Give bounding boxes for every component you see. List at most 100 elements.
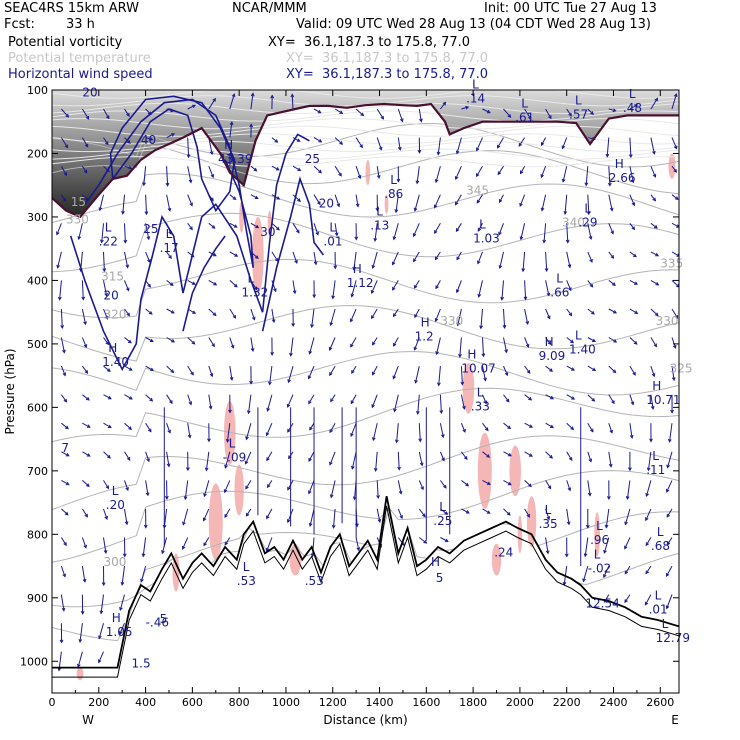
extremum-value: .61: [515, 111, 534, 125]
wind-speed-contour: [182, 235, 226, 332]
wind-vector-head: [140, 578, 144, 583]
wind-vector: [461, 480, 469, 487]
wind-vector-head: [504, 349, 508, 354]
wind-vector: [671, 251, 679, 257]
wind-vector: [608, 365, 616, 373]
wind-vector: [266, 422, 273, 436]
extremum-value: -.09: [223, 450, 246, 464]
wind-vector-head: [148, 311, 153, 315]
wind-vector-head: [398, 146, 402, 151]
wind-vector-head: [609, 429, 613, 434]
wind-vector: [224, 508, 231, 518]
wind-vector-head: [309, 426, 313, 431]
wind-vector: [182, 508, 189, 525]
wind-vector-head: [564, 553, 569, 558]
wind-vector-head: [107, 424, 112, 428]
wind-vector-head: [57, 296, 62, 301]
wind-vector: [124, 480, 129, 491]
extremum-value: 1.12: [347, 276, 374, 290]
wind-vector-head: [611, 400, 615, 405]
wind-vector: [266, 537, 273, 552]
wind-vector-head: [330, 398, 334, 403]
wind-vector-head: [644, 601, 649, 606]
wind-vector: [503, 451, 512, 457]
wind-vector: [121, 566, 125, 585]
wind-vector-head: [568, 112, 572, 117]
wind-vector-head: [496, 144, 501, 149]
extremum-value: 1.40: [569, 342, 596, 356]
theta-contour-strat: [52, 90, 679, 99]
wind-vector-head: [456, 256, 460, 261]
wind-vector: [287, 394, 294, 408]
wind-vector-head: [105, 141, 109, 146]
wind-vector: [329, 422, 336, 433]
wind-vector: [434, 251, 441, 260]
wind-vector: [142, 537, 147, 557]
wind-vector-head: [128, 165, 133, 170]
wind-vector-head: [339, 110, 344, 114]
wind-vector-head: [331, 295, 335, 300]
wind-vector-head: [188, 401, 193, 406]
wind-vector-head: [291, 323, 296, 328]
wind-vector: [334, 137, 343, 145]
wind-vector-head: [287, 379, 291, 384]
wind-vector-head: [592, 367, 597, 372]
pv-positive-patch: [668, 153, 676, 179]
axes-layer: 0 200 400 600 800 1000 1200 1400 1600 1800 2000 220…: [3, 84, 679, 727]
wind-vector: [229, 94, 235, 110]
wind-vector: [518, 137, 526, 147]
extremum-value: 2.66: [609, 171, 636, 185]
wind-vector: [166, 308, 175, 314]
wind-contour-label: 20: [82, 85, 97, 99]
wind-vector-head: [254, 255, 259, 260]
wind-vector: [205, 451, 210, 471]
wind-vector: [545, 508, 550, 520]
theta-contour: [52, 258, 679, 319]
wind-vector: [103, 280, 108, 296]
wind-vector-head: [484, 427, 489, 432]
wind-vector: [545, 394, 554, 400]
tropopause-layer: [52, 102, 679, 219]
wind-vector-head: [433, 204, 438, 209]
wind-vector: [103, 337, 109, 345]
wind-vector: [248, 394, 252, 414]
wind-vector-head: [191, 281, 196, 285]
wind-vector-head: [674, 315, 679, 320]
wind-vector-head: [85, 483, 90, 488]
wind-vector: [82, 422, 91, 428]
wind-contour-label: 25: [305, 152, 320, 166]
wind-vector-head: [462, 428, 466, 433]
wind-vector: [440, 102, 446, 110]
wind-vector-head: [126, 140, 131, 144]
wind-vector: [292, 223, 300, 233]
wind-vector: [566, 108, 572, 117]
wind-vector-head: [565, 239, 570, 244]
wind-vector-head: [607, 182, 612, 187]
wind-vector-head: [231, 93, 236, 98]
wind-vector-head: [189, 226, 193, 231]
wind-vector: [650, 222, 658, 229]
theta-contour: [52, 212, 679, 273]
wind-vector: [60, 137, 68, 148]
wind-vector: [497, 137, 504, 149]
wind-vector-head: [65, 425, 69, 430]
wind-vector-head: [666, 464, 670, 469]
wind-vector-head: [245, 436, 249, 441]
wind-vector-head: [497, 171, 502, 176]
wind-vector-head: [671, 377, 676, 382]
wind-vector: [564, 194, 568, 215]
wind-vector: [103, 480, 109, 489]
wind-vector: [334, 194, 340, 207]
wind-vector: [372, 423, 378, 441]
wind-vector-head: [62, 573, 66, 578]
wind-vector: [208, 251, 217, 257]
theta-contour-strat: [52, 140, 679, 153]
wind-vector-head: [498, 231, 502, 236]
wind-vector-head: [168, 255, 172, 260]
wind-vector: [351, 280, 357, 297]
wind-vector: [208, 137, 213, 155]
wind-vector-head: [245, 485, 249, 490]
wind-vector-head: [145, 492, 150, 497]
wind-vector-head: [520, 170, 524, 175]
wind-vector-head: [486, 510, 491, 514]
